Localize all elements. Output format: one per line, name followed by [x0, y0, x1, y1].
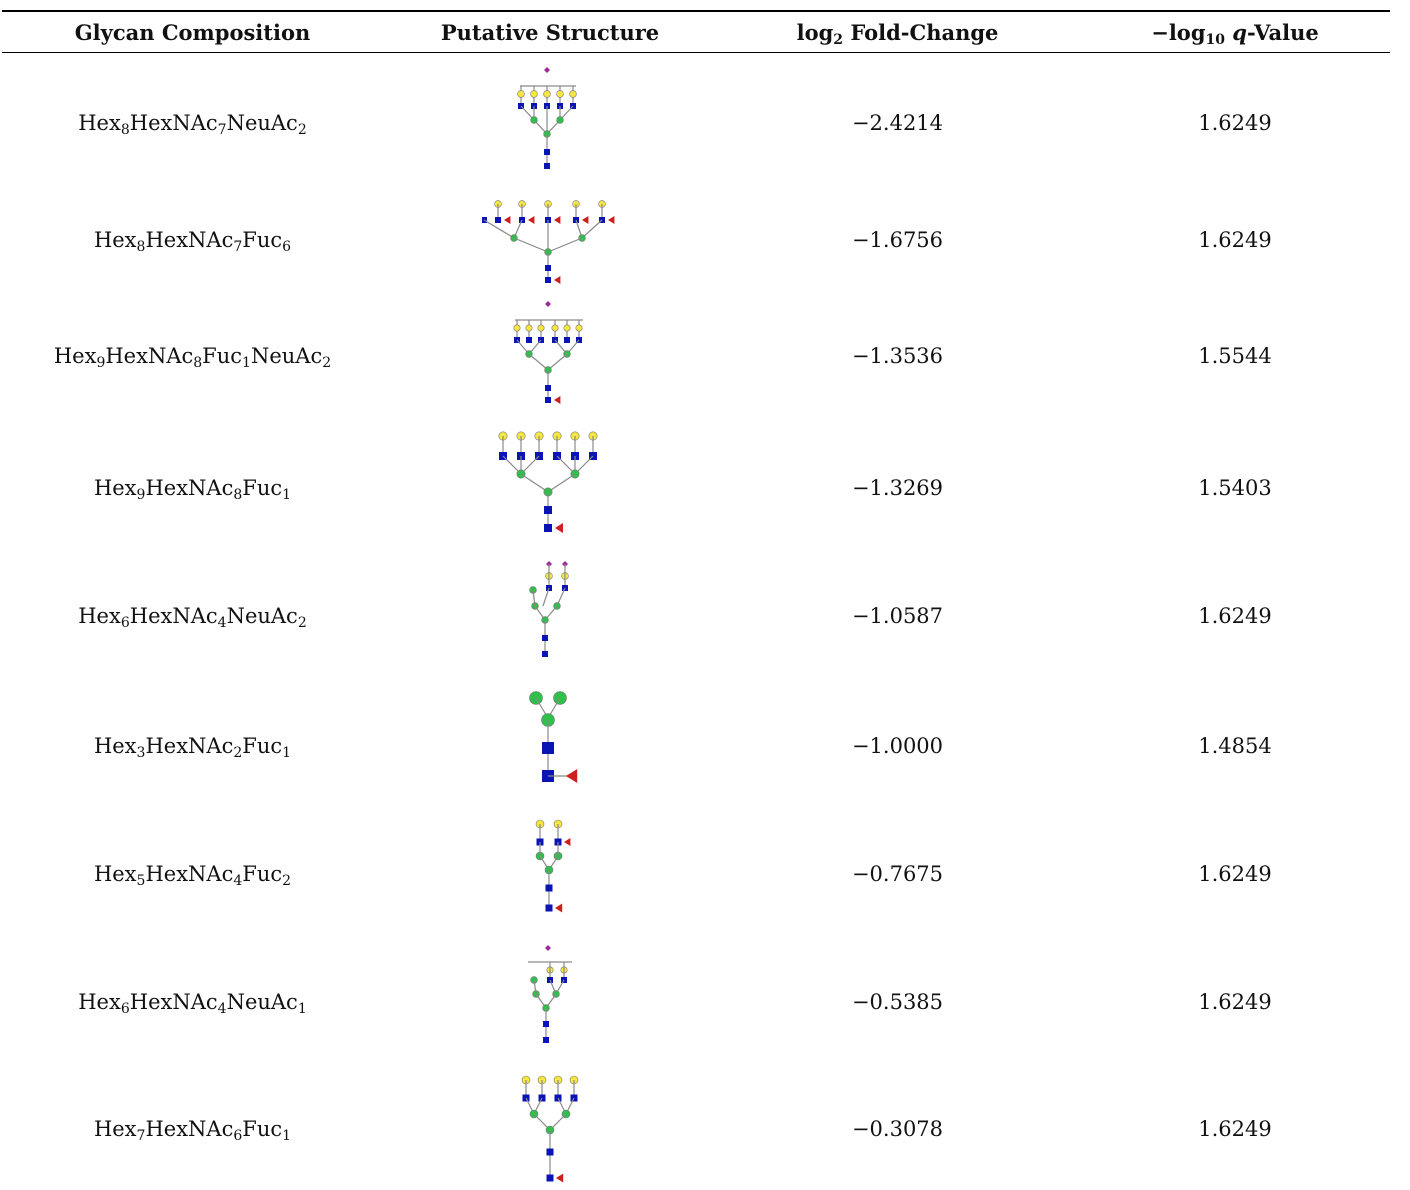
header-structure: Putative Structure — [440, 20, 660, 45]
mannose-circle — [556, 116, 564, 124]
galactose-circle — [517, 90, 525, 98]
fucose-triangle — [554, 216, 561, 224]
fucose-triangle — [554, 276, 561, 284]
fucose-triangle — [528, 216, 535, 224]
fold-change-value: −1.3269 — [851, 476, 944, 500]
fold-change-value: −0.5385 — [851, 990, 944, 1014]
glycan-tetraantennary-core-fucosylated-icon — [521, 1075, 579, 1183]
galactose-circle — [525, 324, 533, 332]
glycan-composition: Hex7HexNAc6Fuc1 — [93, 1117, 292, 1144]
fucose-triangle — [564, 838, 571, 846]
table-header-rule — [2, 52, 1390, 53]
glycan-core-fucosylated-icon — [529, 691, 578, 783]
glcnac-square — [544, 163, 550, 169]
glcnac-square — [545, 265, 551, 271]
glcnac-square — [545, 884, 553, 892]
fucose-triangle — [582, 216, 589, 224]
q-value: 1.5403 — [1198, 476, 1272, 500]
header-composition: Glycan Composition — [74, 20, 311, 45]
q-value: 1.6249 — [1198, 228, 1272, 252]
glcnac-square — [542, 635, 548, 641]
glycan-composition: Hex5HexNAc4Fuc2 — [93, 862, 292, 889]
q-value: 1.5544 — [1198, 344, 1272, 368]
glcnac-square — [526, 337, 532, 343]
glcnac-square — [545, 277, 551, 283]
galactose-circle — [513, 324, 521, 332]
galactose-circle — [569, 90, 577, 98]
galactose-circle — [530, 90, 538, 98]
neuac-diamond — [544, 67, 550, 73]
glcnac-square — [543, 1021, 549, 1027]
glycan-composition: Hex8HexNAc7NeuAc2 — [78, 111, 307, 138]
glycan-composition: Hex6HexNAc4NeuAc1 — [78, 990, 307, 1017]
glycan-biantennary-difucosylated-icon — [535, 819, 571, 913]
header-fold-change: log2 Fold-Change — [796, 20, 999, 48]
glycan-hybrid-monosialylated-icon — [528, 945, 572, 1043]
glycan-tetraantennary-sialylated-icon — [517, 67, 577, 169]
fold-change-value: −1.0587 — [851, 604, 944, 628]
fold-change-value: −2.4214 — [851, 111, 944, 135]
glycan-composition: Hex9HexNAc8Fuc1NeuAc2 — [53, 344, 332, 371]
glcnac-square — [545, 385, 551, 391]
fold-change-value: −0.3078 — [851, 1117, 944, 1141]
glcnac-square — [543, 1037, 549, 1043]
header-q-value: −log10 q-Value — [1151, 20, 1319, 48]
glcnac-square — [546, 1174, 554, 1182]
galactose-circle — [575, 324, 583, 332]
fucose-triangle — [608, 216, 615, 224]
galactose-circle — [556, 90, 564, 98]
q-value: 1.6249 — [1198, 604, 1272, 628]
glcnac-square — [544, 149, 550, 155]
glcnac-square — [544, 524, 552, 532]
fucose-triangle — [556, 1173, 564, 1183]
glycan-composition: Hex3HexNAc2Fuc1 — [93, 734, 292, 761]
glcnac-square — [542, 651, 548, 657]
neuac-diamond — [545, 945, 551, 951]
fucose-triangle — [566, 769, 578, 783]
neuac-diamond — [545, 301, 551, 307]
q-value: 1.6249 — [1198, 111, 1272, 135]
glycan-composition: Hex6HexNAc4NeuAc2 — [78, 604, 307, 631]
galactose-circle — [543, 90, 551, 98]
glycan-composition: Hex9HexNAc8Fuc1 — [93, 476, 292, 503]
q-value: 1.6249 — [1198, 990, 1272, 1014]
q-value: 1.4854 — [1198, 734, 1272, 758]
fold-change-value: −1.3536 — [851, 344, 944, 368]
glcnac-square — [544, 506, 552, 514]
galactose-circle — [537, 324, 545, 332]
galactose-circle — [563, 324, 571, 332]
q-value: 1.6249 — [1198, 1117, 1272, 1141]
glycan-hexaantennary-sialylated-fucosylated-icon — [513, 301, 583, 404]
glcnac-square — [542, 742, 554, 754]
fold-change-value: −1.6756 — [851, 228, 944, 252]
q-value: 1.6249 — [1198, 862, 1272, 886]
glcnac-square — [495, 217, 501, 223]
fucose-triangle — [555, 523, 563, 533]
mannose-circle — [530, 116, 538, 124]
galactose-circle — [551, 324, 559, 332]
glcnac-square — [564, 337, 570, 343]
fucose-triangle — [504, 216, 511, 224]
glycan-hexaantennary-core-fucosylated-icon — [498, 431, 598, 533]
table-top-rule — [2, 10, 1390, 12]
fucose-triangle — [554, 396, 561, 404]
glcnac-square — [546, 1148, 554, 1156]
fucose-triangle — [555, 903, 563, 913]
glycan-hybrid-disialylated-icon — [529, 561, 569, 657]
glcnac-square — [545, 397, 551, 403]
fold-change-value: −1.0000 — [851, 734, 944, 758]
glycan-pentaantennary-fucosylated-icon — [482, 200, 615, 284]
fold-change-value: −0.7675 — [851, 862, 944, 886]
glcnac-square — [545, 904, 553, 912]
glycan-composition: Hex8HexNAc7Fuc6 — [93, 228, 292, 255]
